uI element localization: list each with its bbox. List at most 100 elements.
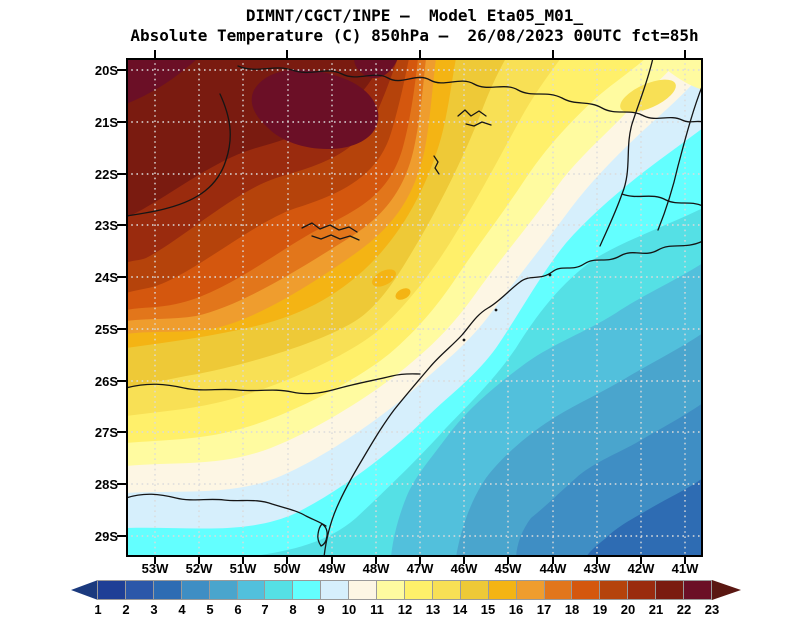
contour-band-23c-blob (251, 69, 379, 150)
geo-boundaries (126, 58, 703, 557)
colorbar-segment (124, 580, 154, 600)
pale-spot-rio-1 (599, 189, 609, 199)
colorbar-left-arrow (71, 580, 98, 600)
island-santa-catarina (317, 523, 328, 547)
axis-tick (507, 557, 509, 564)
lon-label: 41W (671, 561, 699, 576)
lon-label: 51W (229, 561, 257, 576)
contour-band-23c-streak (354, 58, 398, 78)
colorbar-segment (487, 580, 517, 600)
axis-tick (117, 121, 126, 123)
reservoir-squiggle-1 (301, 222, 360, 241)
lat-label: 26S (94, 374, 118, 389)
colorbar-level: 14 (452, 602, 468, 617)
lon-label: 50W (273, 561, 301, 576)
lon-label: 43W (583, 561, 611, 576)
state-border-rj-es (657, 83, 703, 231)
axis-tick (684, 557, 686, 564)
axis-tick (640, 557, 642, 564)
lat-label: 29S (94, 529, 118, 544)
axis-tick (419, 557, 421, 564)
colorbar-segment (320, 580, 350, 600)
pale-yellow-corner-patch (654, 58, 703, 90)
river-border-north (237, 65, 703, 123)
colorbar-segment (376, 580, 405, 600)
colorbar-segment (264, 580, 294, 600)
axis-tick (117, 224, 126, 226)
colorbar-level: 16 (508, 602, 524, 617)
colorbar-segment (208, 580, 238, 600)
colorbar-level: 20 (620, 602, 636, 617)
state-border-sp-pr (126, 373, 421, 395)
axis-tick (154, 50, 156, 58)
colorbar-segment (571, 580, 601, 600)
colorbar-level: 19 (592, 602, 608, 617)
colorbar-segment (292, 580, 322, 600)
colorbar-segment (97, 580, 126, 600)
axis-tick (154, 557, 156, 564)
axis-tick (117, 431, 126, 433)
colorbar-right-arrow (712, 580, 741, 600)
gold-patch-ne (620, 79, 676, 113)
colorbar-level: 17 (536, 602, 552, 617)
axis-tick (552, 50, 554, 58)
axis-tick (419, 50, 421, 58)
lat-label: 25S (94, 322, 118, 337)
lon-label: 48W (362, 561, 390, 576)
colorbar-segment (348, 580, 378, 600)
lat-label: 23S (94, 218, 118, 233)
lat-label: 20S (94, 63, 118, 78)
colorbar-segment (543, 580, 573, 600)
reservoir-squiggle-3 (433, 155, 440, 175)
axis-tick (117, 328, 126, 330)
reservoir-squiggle-2 (457, 109, 492, 127)
state-border-west (126, 93, 231, 217)
lon-label: 52W (185, 561, 213, 576)
gold-spot-coast-1 (372, 269, 396, 287)
axis-tick (286, 557, 288, 564)
page-title: DIMNT/CGCT/INPE – Model Eta05_M01_ (245, 6, 584, 25)
coastline (323, 240, 703, 557)
colorbar-segment (627, 580, 657, 600)
colorbar-level: 23 (704, 602, 720, 617)
colorbar-level: 22 (676, 602, 692, 617)
lon-label: 53W (141, 561, 169, 576)
axis-tick (117, 380, 126, 382)
plot-frame (126, 58, 703, 557)
colorbar-segment (683, 580, 712, 600)
colorbar-segment (655, 580, 685, 600)
axis-tick (552, 557, 554, 564)
lat-label: 27S (94, 425, 118, 440)
colorbar-level: 6 (234, 602, 242, 617)
colorbar-segment (599, 580, 629, 600)
axis-tick (684, 50, 686, 58)
colorbar-level: 11 (370, 602, 384, 617)
axis-tick (117, 173, 126, 175)
state-border-branch (621, 193, 703, 207)
lon-label: 46W (450, 561, 478, 576)
colorbar-level: 4 (178, 602, 186, 617)
colorbar-level: 7 (261, 602, 269, 617)
axis-tick (375, 557, 377, 564)
colorbar-level: 9 (317, 602, 325, 617)
contour-band-4c (586, 478, 703, 557)
lat-label: 21S (94, 115, 118, 130)
colorbar-segment (152, 580, 182, 600)
lat-label: 24S (94, 270, 118, 285)
axis-tick (286, 50, 288, 58)
pale-spot-rio-2 (584, 206, 592, 214)
colorbar-level: 12 (397, 602, 413, 617)
colorbar-level: 2 (122, 602, 130, 617)
page-subtitle: Absolute Temperature (C) 850hPa – 26/08/… (130, 26, 699, 45)
colorbar-level: 15 (480, 602, 496, 617)
axis-tick (463, 557, 465, 564)
colorbar-segment (515, 580, 545, 600)
colorbar-level: 21 (648, 602, 664, 617)
lon-label: 42W (627, 561, 655, 576)
temperature-field-svg (126, 58, 703, 557)
lon-label: 44W (539, 561, 567, 576)
map-plot-area (126, 58, 703, 557)
lon-label: 45W (494, 561, 522, 576)
colorbar-segment (403, 580, 433, 600)
